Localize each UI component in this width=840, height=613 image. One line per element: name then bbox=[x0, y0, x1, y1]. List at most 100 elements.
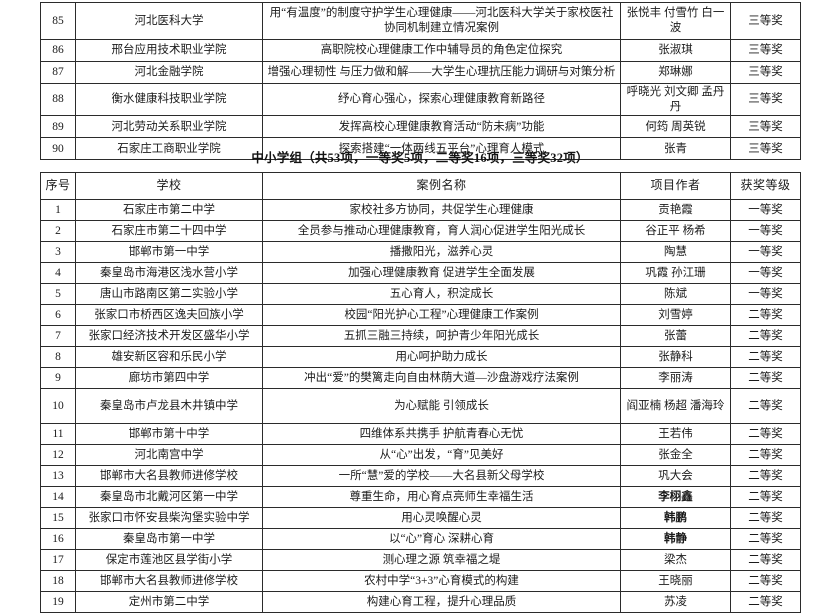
cell-author: 巩大会 bbox=[620, 465, 731, 487]
column-header-author: 项目作者 bbox=[620, 172, 731, 200]
cell-school: 张家口经济技术开发区盛华小学 bbox=[75, 325, 263, 347]
cell-no: 6 bbox=[40, 304, 76, 326]
cell-award-level: 二等奖 bbox=[730, 507, 801, 529]
table-row: 1 石家庄市第二中学 家校社多方协同，共促学生心理健康 贡艳霞 一等奖 bbox=[40, 199, 801, 221]
cell-no: 2 bbox=[40, 220, 76, 242]
main-table-body: 1 石家庄市第二中学 家校社多方协同，共促学生心理健康 贡艳霞 一等奖 2 石家庄市第二十四… bbox=[40, 199, 801, 613]
table-row: 87 河北金融学院 增强心理韧性 与压力做和解——大学生心理抗压能力调研与对策分析郑… bbox=[40, 61, 801, 84]
cell-award-level: 三等奖 bbox=[730, 2, 801, 40]
cell-award-level: 一等奖 bbox=[730, 283, 801, 305]
table-row: 14 秦皇岛市北戴河区第一中学 尊重生命，用心育点亮师生幸福生活 李栩鑫 二等奖 bbox=[40, 486, 801, 508]
cell-case-name: 五抓三融三持续，呵护青少年阳光成长 bbox=[262, 325, 621, 347]
cell-author: 陶慧 bbox=[620, 241, 731, 263]
column-header-school: 学校 bbox=[75, 172, 263, 200]
cell-school: 邯郸市第十中学 bbox=[75, 423, 263, 445]
table-row: 9 廊坊市第四中学 冲出“爱”的樊篱走向自由林荫大道—沙盘游戏疗法案例 李丽涛 二等奖 bbox=[40, 367, 801, 389]
table-row: 11 邯郸市第十中学 四维体系共携手 护航青春心无忧 王若伟 二等奖 bbox=[40, 423, 801, 445]
cell-case-name: 用心呵护助力成长 bbox=[262, 346, 621, 368]
table-row: 12 河北南宫中学 从“心”出发，“育”见美好 张金全 二等奖 bbox=[40, 444, 801, 466]
cell-case-name: 四维体系共携手 护航青春心无忧 bbox=[262, 423, 621, 445]
cell-author: 张青 bbox=[620, 137, 731, 161]
cell-no: 19 bbox=[40, 591, 76, 613]
document-page: 85 河北医科大学 用“有温度”的制度守护学生心理健康——河北医科大学关于家校医社协… bbox=[40, 2, 801, 613]
table-row: 4 秦皇岛市海港区浅水营小学 加强心理健康教育 促进学生全面发展 巩霞 孙江珊 一等奖 bbox=[40, 262, 801, 284]
cell-award-level: 二等奖 bbox=[730, 528, 801, 550]
cell-school: 石家庄工商职业学院 bbox=[75, 137, 263, 161]
cell-author: 王若伟 bbox=[620, 423, 731, 445]
cell-author: 梁杰 bbox=[620, 549, 731, 571]
cell-case-name: 用“有温度”的制度守护学生心理健康——河北医科大学关于家校医社协同机制建立情况案… bbox=[262, 2, 621, 40]
cell-no: 11 bbox=[40, 423, 76, 445]
cell-school: 衡水健康科技职业学院 bbox=[75, 82, 263, 117]
cell-no: 86 bbox=[40, 39, 76, 62]
cell-case-name: 冲出“爱”的樊篱走向自由林荫大道—沙盘游戏疗法案例 bbox=[262, 367, 621, 389]
cell-no: 10 bbox=[40, 388, 76, 424]
cell-award-level: 二等奖 bbox=[730, 367, 801, 389]
cell-author: 李栩鑫 bbox=[620, 486, 731, 508]
cell-no: 16 bbox=[40, 528, 76, 550]
cell-school: 河北南宫中学 bbox=[75, 444, 263, 466]
cell-case-name: 探索搭建“一体两线五平台”心理育人模式 bbox=[262, 137, 621, 161]
cell-school: 邢台应用技术职业学院 bbox=[75, 39, 263, 62]
cell-award-level: 三等奖 bbox=[730, 137, 801, 161]
cell-case-name: 发挥高校心理健康教育活动“防未病”功能 bbox=[262, 115, 621, 139]
cell-no: 5 bbox=[40, 283, 76, 305]
table-row: 8 雄安新区容和乐民小学 用心呵护助力成长 张静科 二等奖 bbox=[40, 346, 801, 368]
cell-author: 阎亚楠 杨超 潘海玲 bbox=[620, 388, 731, 424]
cell-case-name: 从“心”出发，“育”见美好 bbox=[262, 444, 621, 466]
cell-award-level: 三等奖 bbox=[730, 115, 801, 139]
cell-school: 秦皇岛市海港区浅水营小学 bbox=[75, 262, 263, 284]
cell-award-level: 三等奖 bbox=[730, 61, 801, 84]
cell-author: 郑琳娜 bbox=[620, 61, 731, 84]
cell-award-level: 二等奖 bbox=[730, 423, 801, 445]
cell-school: 张家口市怀安县柴沟堡实验中学 bbox=[75, 507, 263, 529]
cell-author: 韩鹏 bbox=[620, 507, 731, 529]
cell-author: 何筠 周英锐 bbox=[620, 115, 731, 139]
cell-award-level: 二等奖 bbox=[730, 486, 801, 508]
cell-case-name: 纾心育心强心，探索心理健康教育新路径 bbox=[262, 82, 621, 117]
cell-case-name: 增强心理韧性 与压力做和解——大学生心理抗压能力调研与对策分析 bbox=[262, 61, 621, 84]
cell-author: 巩霞 孙江珊 bbox=[620, 262, 731, 284]
cell-case-name: 一所“慧”爱的学校——大名县新父母学校 bbox=[262, 465, 621, 487]
cell-no: 7 bbox=[40, 325, 76, 347]
cell-author: 贡艳霞 bbox=[620, 199, 731, 221]
cell-award-level: 二等奖 bbox=[730, 444, 801, 466]
cell-school: 石家庄市第二中学 bbox=[75, 199, 263, 221]
cell-school: 河北劳动关系职业学院 bbox=[75, 115, 263, 139]
cell-school: 石家庄市第二十四中学 bbox=[75, 220, 263, 242]
table-row: 6 张家口市桥西区逸夫回族小学 校园“阳光护心工程”心理健康工作案例 刘雪婷 二等奖 bbox=[40, 304, 801, 326]
table-row: 17 保定市莲池区县学街小学 测心理之源 筑幸福之堤 梁杰 二等奖 bbox=[40, 549, 801, 571]
higher-education-award-table-continued: 85 河北医科大学 用“有温度”的制度守护学生心理健康——河北医科大学关于家校医社协… bbox=[40, 2, 801, 161]
cell-award-level: 二等奖 bbox=[730, 325, 801, 347]
cell-award-level: 三等奖 bbox=[730, 39, 801, 62]
cell-school: 河北医科大学 bbox=[75, 2, 263, 40]
table-row: 5 唐山市路南区第二实验小学 五心育人，积淀成长 陈斌 一等奖 bbox=[40, 283, 801, 305]
cell-school: 秦皇岛市第一中学 bbox=[75, 528, 263, 550]
cell-award-level: 一等奖 bbox=[730, 262, 801, 284]
cell-author: 苏凌 bbox=[620, 591, 731, 613]
cell-school: 张家口市桥西区逸夫回族小学 bbox=[75, 304, 263, 326]
cell-case-name: 农村中学“3+3”心育模式的构建 bbox=[262, 570, 621, 592]
cell-no: 89 bbox=[40, 115, 76, 139]
cell-award-level: 二等奖 bbox=[730, 591, 801, 613]
cell-award-level: 二等奖 bbox=[730, 465, 801, 487]
cell-case-name: 加强心理健康教育 促进学生全面发展 bbox=[262, 262, 621, 284]
cell-case-name: 为心赋能 引领成长 bbox=[262, 388, 621, 424]
cell-no: 15 bbox=[40, 507, 76, 529]
cell-author: 张悦丰 付雪竹 白一波 bbox=[620, 2, 731, 40]
cell-school: 保定市莲池区县学街小学 bbox=[75, 549, 263, 571]
table-row: 15 张家口市怀安县柴沟堡实验中学 用心灵唤醒心灵 韩鹏 二等奖 bbox=[40, 507, 801, 529]
main-table-header: 序号 学校 案例名称 项目作者 获奖等级 bbox=[40, 172, 801, 200]
cell-author: 呼晓光 刘文卿 孟丹丹 bbox=[620, 82, 731, 117]
cell-no: 85 bbox=[40, 2, 76, 40]
cell-case-name: 用心灵唤醒心灵 bbox=[262, 507, 621, 529]
cell-school: 廊坊市第四中学 bbox=[75, 367, 263, 389]
cell-no: 9 bbox=[40, 367, 76, 389]
cell-award-level: 二等奖 bbox=[730, 346, 801, 368]
cell-school: 邯郸市大名县教师进修学校 bbox=[75, 570, 263, 592]
cell-no: 3 bbox=[40, 241, 76, 263]
cell-author: 李丽涛 bbox=[620, 367, 731, 389]
table-row: 90 石家庄工商职业学院 探索搭建“一体两线五平台”心理育人模式 张青 三等奖 bbox=[40, 137, 801, 161]
table-row: 7 张家口经济技术开发区盛华小学 五抓三融三持续，呵护青少年阳光成长 张蕾 二等奖 bbox=[40, 325, 801, 347]
cell-case-name: 构建心育工程，提升心理品质 bbox=[262, 591, 621, 613]
